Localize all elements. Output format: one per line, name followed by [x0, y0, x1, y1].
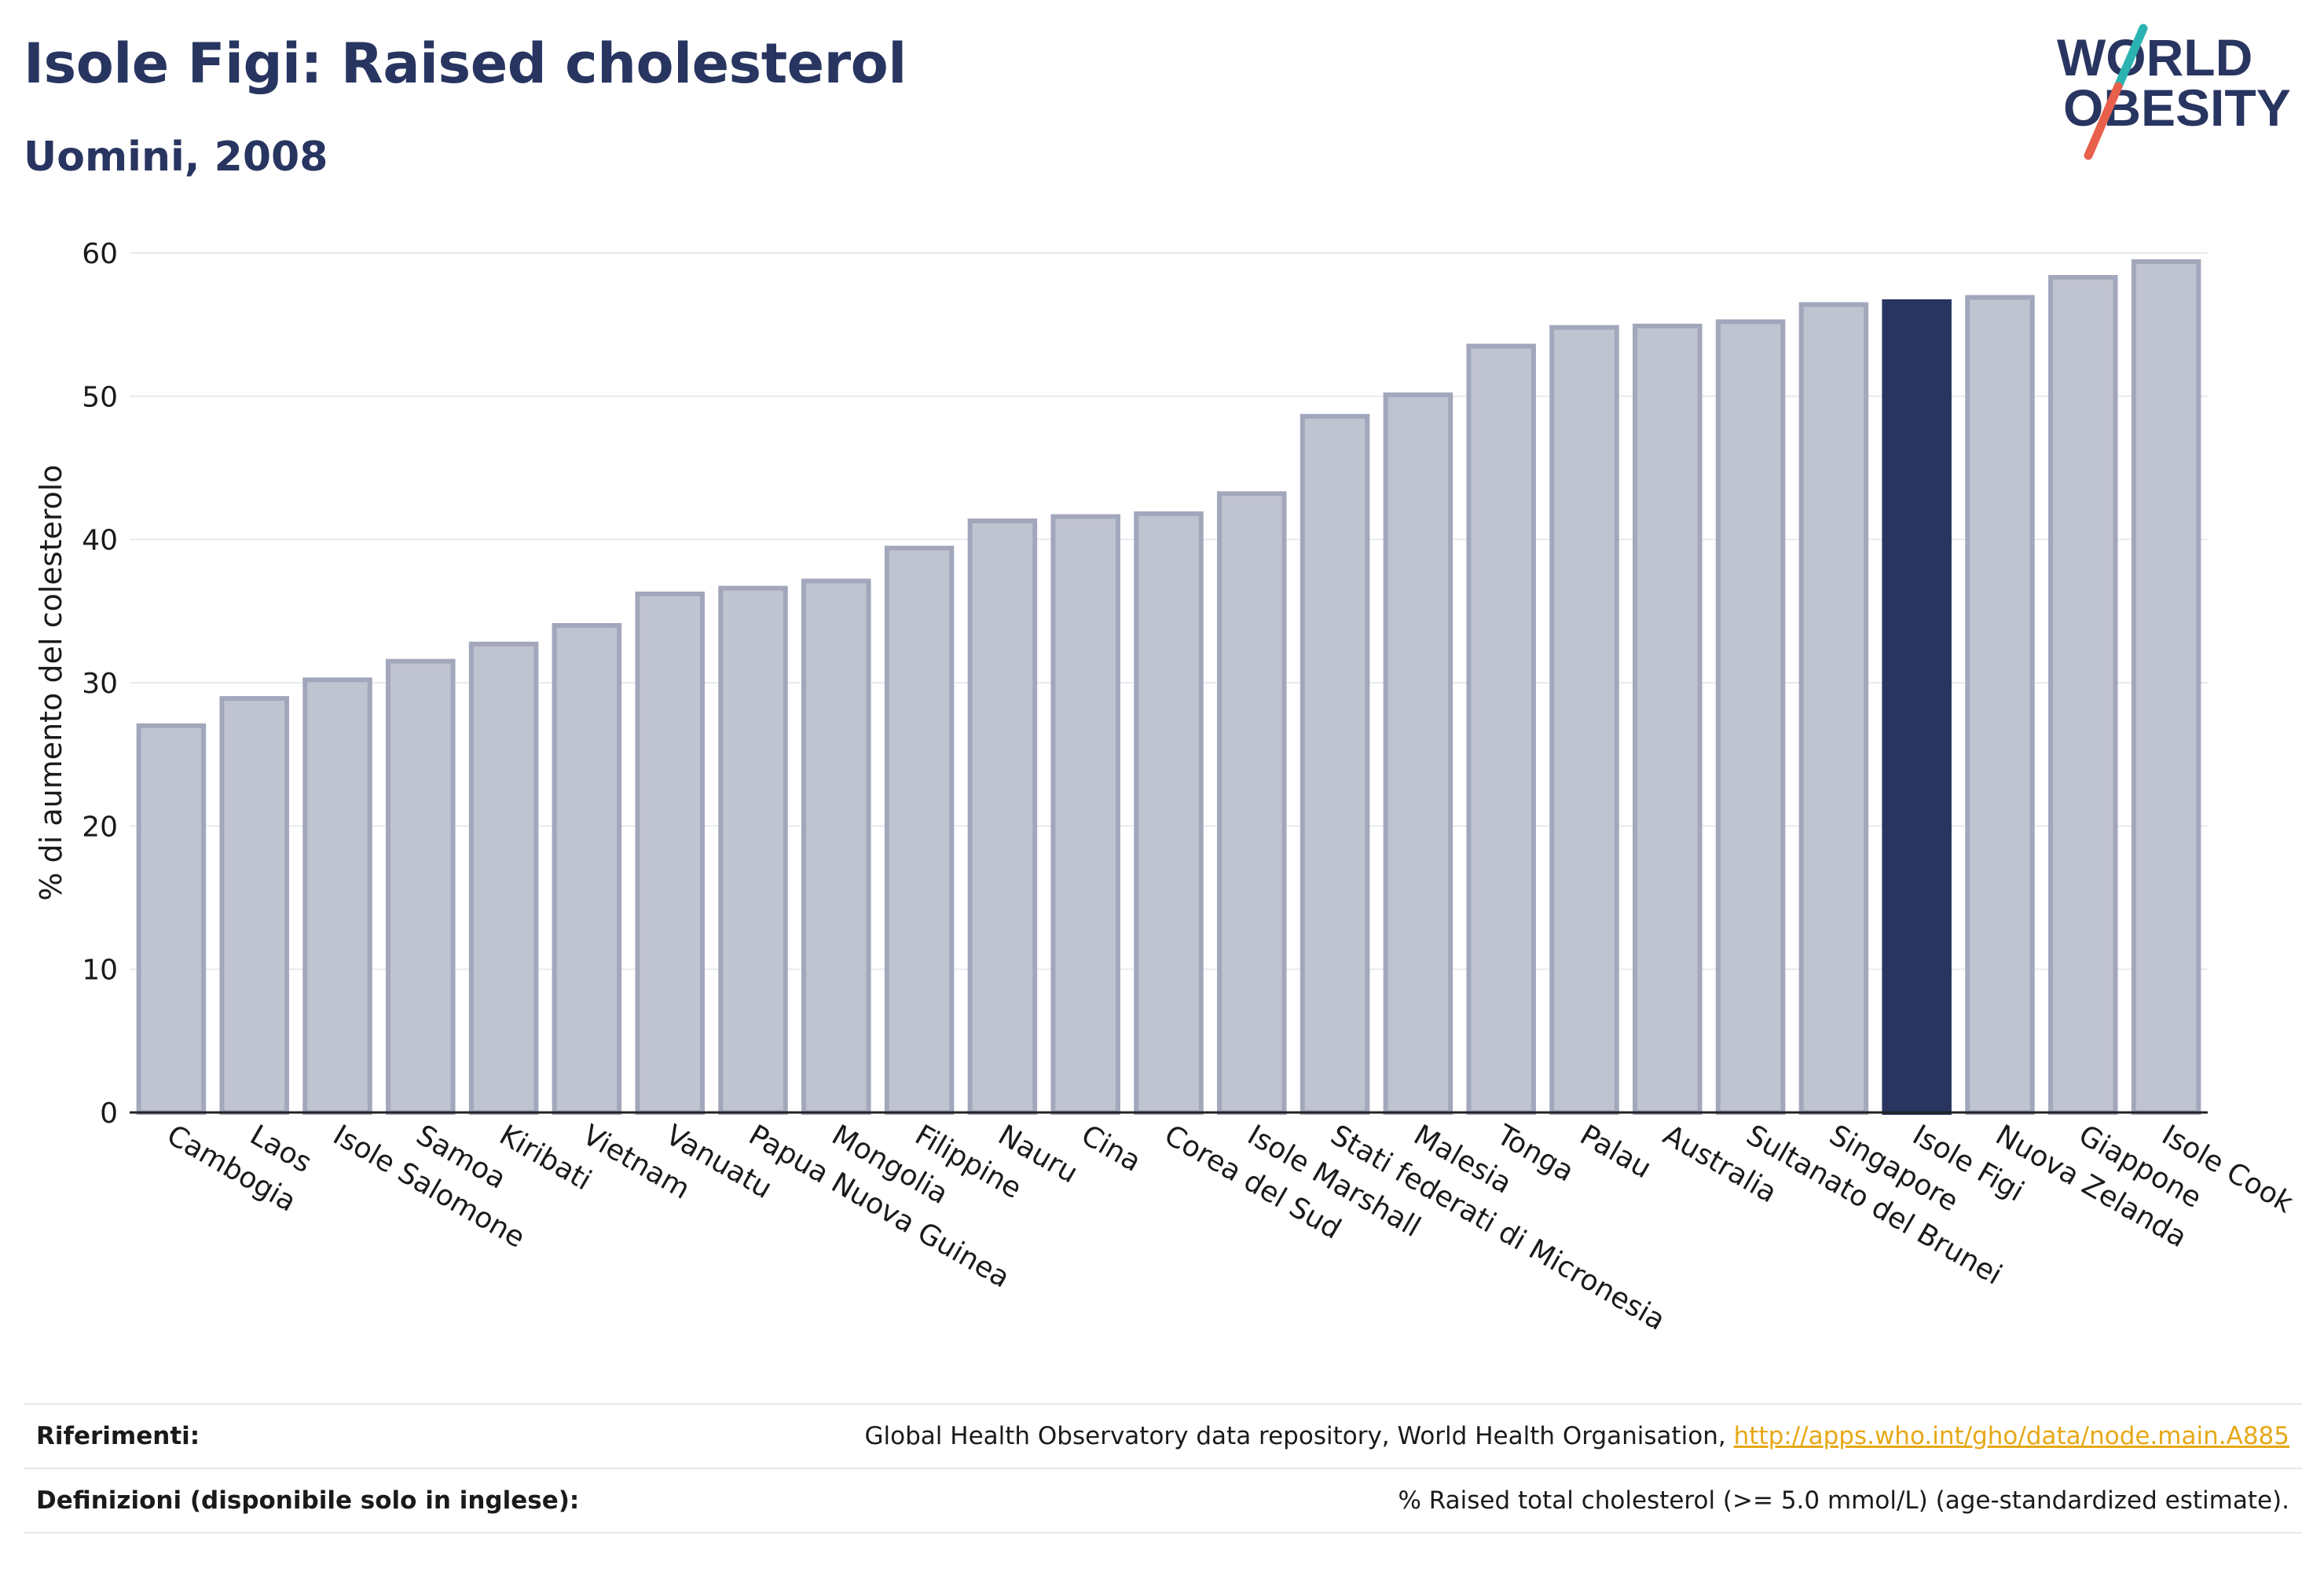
bar-isole-marshall[interactable] — [1217, 491, 1287, 1115]
bar-isole-figi[interactable] — [1882, 299, 1952, 1116]
bar-nuova-zelanda[interactable] — [1965, 295, 2035, 1116]
bar-singapore[interactable] — [1798, 302, 1869, 1115]
bar-papua-nuova-guinea[interactable] — [718, 585, 788, 1115]
world-obesity-logo: WORLD OBESITY — [2057, 24, 2291, 160]
references-link[interactable]: http://apps.who.int/gho/data/node.main.A… — [1733, 1422, 2289, 1450]
references-row: Riferimenti: Global Health Observatory d… — [24, 1403, 2302, 1468]
chart-title: Isole Figi: Raised cholesterol — [24, 31, 907, 96]
y-tick-label: 30 — [82, 668, 118, 700]
y-tick-label: 50 — [82, 381, 118, 413]
x-tick-label: Kiribati — [494, 1119, 597, 1197]
x-tick-label: Cina — [1076, 1119, 1146, 1178]
bar-palau[interactable] — [1549, 324, 1619, 1115]
bar-corea-del-sud[interactable] — [1134, 511, 1204, 1115]
logo-slash-top — [2113, 24, 2148, 91]
bar-isole-salomone[interactable] — [302, 677, 372, 1115]
bar-australia[interactable] — [1633, 323, 1703, 1115]
bar-stati-federati-di-micronesia[interactable] — [1299, 413, 1370, 1115]
y-axis-ticks: 0 10 20 30 40 50 60 — [82, 238, 118, 1130]
chart-subtitle: Uomini, 2008 — [24, 134, 328, 181]
references-value: Global Health Observatory data repositor… — [865, 1422, 2302, 1450]
logo-word-world: WORLD — [2057, 28, 2253, 86]
bar-mongolia[interactable] — [801, 578, 871, 1115]
y-tick-label: 10 — [82, 955, 118, 987]
references-text: Global Health Observatory data repositor… — [864, 1422, 1734, 1450]
bar-filippine[interactable] — [884, 545, 955, 1115]
definitions-row: Definizioni (disponibile solo in inglese… — [24, 1468, 2302, 1532]
bar-nauru[interactable] — [967, 518, 1038, 1115]
y-tick-label: 60 — [82, 238, 118, 270]
bar-kiribati[interactable] — [468, 641, 539, 1115]
bar-cambogia[interactable] — [136, 723, 207, 1115]
bar-laos[interactable] — [219, 696, 289, 1115]
bar-cina[interactable] — [1050, 514, 1120, 1115]
bar-giappone[interactable] — [2048, 274, 2118, 1115]
bars — [136, 258, 2201, 1116]
y-tick-label: 0 — [100, 1098, 118, 1130]
definitions-value: % Raised total cholesterol (>= 5.0 mmol/… — [1398, 1486, 2289, 1515]
references-label: Riferimenti: — [36, 1422, 200, 1450]
definitions-label: Definizioni (disponibile solo in inglese… — [36, 1486, 580, 1515]
logo-slash-bottom — [2084, 82, 2123, 160]
bar-samoa[interactable] — [386, 658, 456, 1115]
footer-divider — [24, 1532, 2302, 1534]
bar-sultanato-del-brunei[interactable] — [1715, 319, 1786, 1115]
bar-isole-cook[interactable] — [2131, 258, 2201, 1116]
bar-malesia[interactable] — [1383, 392, 1453, 1115]
y-axis-label: % di aumento del colesterolo — [34, 464, 68, 900]
bar-vietnam[interactable] — [552, 623, 622, 1115]
bar-tonga[interactable] — [1466, 343, 1536, 1115]
y-tick-label: 20 — [82, 811, 118, 843]
bar-vanuatu[interactable] — [635, 591, 705, 1115]
y-tick-label: 40 — [82, 525, 118, 557]
x-tick-label: Palau — [1574, 1119, 1657, 1185]
